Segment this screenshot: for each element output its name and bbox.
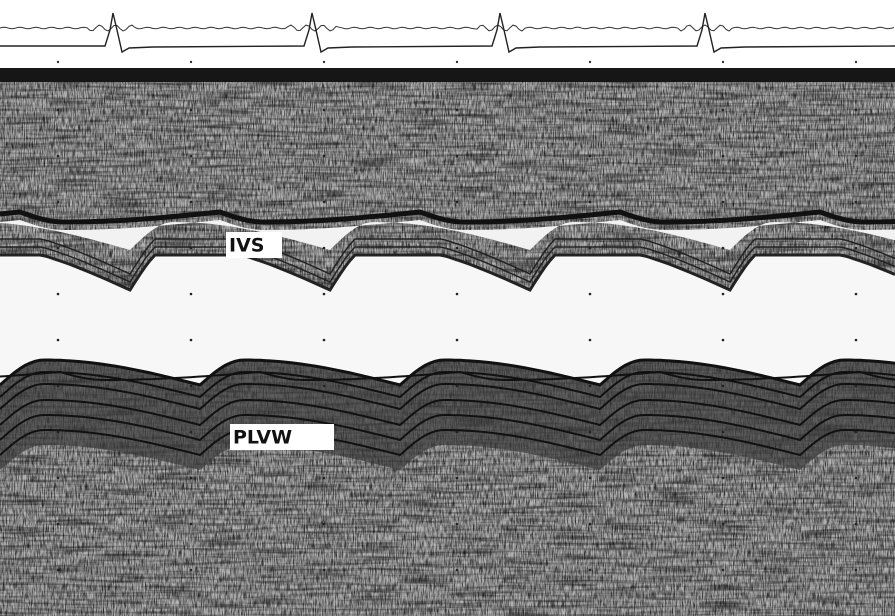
depth-marker xyxy=(722,523,725,526)
depth-marker xyxy=(57,523,60,526)
depth-marker xyxy=(589,155,592,158)
depth-marker xyxy=(57,155,60,158)
depth-marker xyxy=(57,477,60,480)
depth-marker xyxy=(323,201,326,204)
depth-marker xyxy=(589,247,592,250)
time-marker xyxy=(323,61,325,63)
depth-marker xyxy=(855,109,858,112)
depth-marker xyxy=(456,339,459,342)
depth-marker xyxy=(456,155,459,158)
depth-marker xyxy=(323,247,326,250)
depth-marker xyxy=(323,385,326,388)
depth-marker xyxy=(57,385,60,388)
depth-marker xyxy=(589,201,592,204)
depth-marker xyxy=(589,477,592,480)
depth-marker xyxy=(855,523,858,526)
depth-marker xyxy=(589,339,592,342)
depth-marker xyxy=(456,431,459,434)
depth-marker xyxy=(323,293,326,296)
depth-marker xyxy=(722,477,725,480)
label-text: IVS xyxy=(229,235,264,257)
depth-marker xyxy=(589,385,592,388)
depth-marker xyxy=(855,477,858,480)
time-marker xyxy=(722,61,724,63)
depth-marker xyxy=(57,109,60,112)
depth-marker xyxy=(855,431,858,434)
depth-marker xyxy=(190,569,193,572)
depth-marker xyxy=(855,385,858,388)
depth-marker xyxy=(722,201,725,204)
depth-marker xyxy=(722,569,725,572)
depth-marker xyxy=(57,569,60,572)
time-marker xyxy=(190,61,192,63)
time-marker xyxy=(57,61,59,63)
depth-marker xyxy=(456,201,459,204)
m-mode-echocardiogram: IVS PLVW xyxy=(0,0,895,616)
depth-marker xyxy=(456,385,459,388)
depth-marker xyxy=(589,293,592,296)
depth-marker xyxy=(190,109,193,112)
depth-marker xyxy=(57,431,60,434)
label-text: PLVW xyxy=(233,427,292,449)
depth-marker xyxy=(323,339,326,342)
depth-marker xyxy=(722,109,725,112)
time-marker xyxy=(456,61,458,63)
ivs-label: IVS xyxy=(226,232,282,258)
depth-marker xyxy=(190,155,193,158)
depth-marker xyxy=(589,431,592,434)
depth-marker xyxy=(855,293,858,296)
depth-marker xyxy=(589,569,592,572)
depth-marker xyxy=(722,155,725,158)
depth-marker xyxy=(190,523,193,526)
depth-marker xyxy=(190,385,193,388)
depth-marker xyxy=(855,155,858,158)
depth-marker xyxy=(323,523,326,526)
page: {"labels": {"ivs": "IVS", "plvw": "PLVW"… xyxy=(0,0,895,616)
depth-marker xyxy=(57,201,60,204)
depth-marker xyxy=(190,339,193,342)
time-marker xyxy=(855,61,857,63)
depth-marker xyxy=(456,247,459,250)
depth-marker xyxy=(722,385,725,388)
depth-marker xyxy=(190,477,193,480)
depth-marker xyxy=(589,109,592,112)
depth-marker xyxy=(190,201,193,204)
depth-marker xyxy=(456,523,459,526)
depth-marker xyxy=(456,569,459,572)
depth-marker xyxy=(722,247,725,250)
depth-marker xyxy=(722,431,725,434)
depth-marker xyxy=(855,247,858,250)
depth-marker xyxy=(190,293,193,296)
depth-marker xyxy=(57,247,60,250)
depth-marker xyxy=(456,477,459,480)
time-marker xyxy=(589,61,591,63)
depth-marker xyxy=(323,569,326,572)
depth-marker xyxy=(589,523,592,526)
depth-marker xyxy=(57,339,60,342)
depth-marker xyxy=(456,293,459,296)
depth-marker xyxy=(323,155,326,158)
depth-marker xyxy=(855,201,858,204)
depth-marker xyxy=(722,293,725,296)
depth-marker xyxy=(323,109,326,112)
plvw-label: PLVW xyxy=(230,424,334,450)
separator-bar xyxy=(0,68,895,82)
depth-marker xyxy=(190,247,193,250)
depth-marker xyxy=(855,569,858,572)
depth-marker xyxy=(57,293,60,296)
depth-marker xyxy=(722,339,725,342)
depth-marker xyxy=(456,109,459,112)
depth-marker xyxy=(323,477,326,480)
depth-marker xyxy=(190,431,193,434)
tissue-layers xyxy=(0,82,895,616)
depth-marker xyxy=(855,339,858,342)
